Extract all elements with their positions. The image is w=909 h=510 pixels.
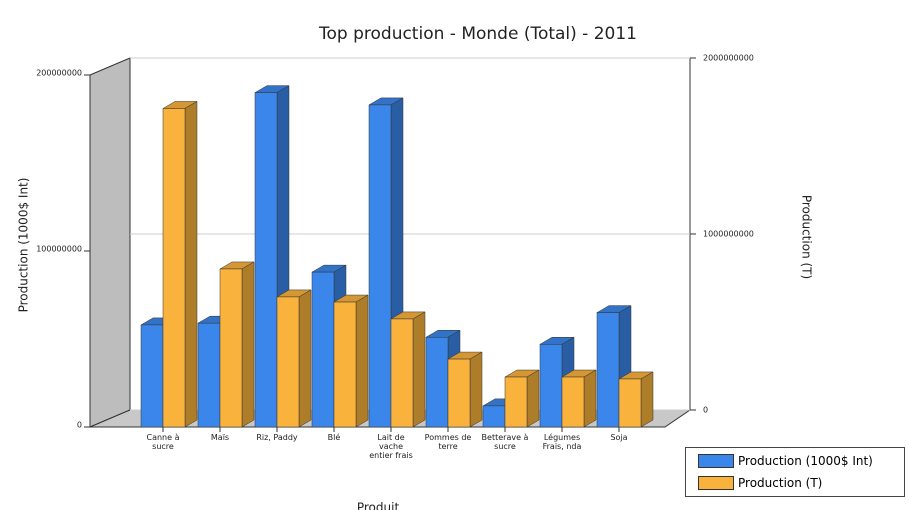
bar (390, 318, 414, 428)
bar-side (640, 371, 654, 428)
bar-side (355, 294, 369, 428)
legend-label: Production (T) (738, 476, 823, 490)
bar (482, 405, 506, 428)
bar (311, 271, 335, 428)
y2-axis-label: Production (T) (800, 195, 814, 279)
x-tick-label: Riz, Paddy (256, 433, 298, 442)
legend-swatch (698, 476, 734, 490)
x-axis-label: Produit (357, 501, 400, 510)
bar (140, 324, 164, 428)
y-tick-label: 200000000 (36, 69, 82, 78)
x-tick-label: Légumes Frais, nda (542, 433, 582, 451)
bar (197, 322, 221, 428)
chart-title: Top production - Monde (Total) - 2011 (318, 24, 637, 44)
x-tick-label: Blé (327, 433, 341, 442)
bar-side (583, 369, 597, 428)
legend-item: Production (T) (698, 474, 904, 492)
legend: Production (1000$ Int) Production (T) (685, 447, 905, 497)
bar-side (526, 369, 540, 428)
bar-side (184, 101, 198, 428)
bar-side (298, 289, 312, 428)
bar (333, 301, 357, 428)
y2-tick-label: 0 (703, 406, 708, 415)
legend-label: Production (1000$ Int) (738, 454, 873, 468)
y2-tick-label: 2000000000 (703, 54, 754, 63)
y-tick-label: 0 (77, 421, 82, 430)
bar (276, 296, 300, 428)
bar-side (241, 261, 255, 428)
legend-swatch (698, 454, 734, 468)
bar (504, 376, 528, 428)
bar (162, 108, 186, 428)
x-tick-label: Betterave à sucre (481, 433, 529, 451)
x-tick-label: Pommes de terre (424, 433, 472, 451)
bar (618, 378, 642, 428)
bar (539, 344, 563, 428)
x-tick-label: Canne à sucre (146, 433, 180, 451)
x-tick-label: Lait de vache entier frais (369, 433, 413, 460)
bar (596, 312, 620, 428)
legend-item: Production (1000$ Int) (698, 452, 904, 470)
bar-side (469, 351, 483, 428)
x-tick-label: Soja (610, 433, 628, 442)
bar (254, 92, 278, 428)
x-tick-label: Maïs (210, 433, 230, 442)
bar (219, 268, 243, 428)
bar (368, 104, 392, 428)
bar (561, 376, 585, 428)
y2-tick-label: 1000000000 (703, 230, 754, 239)
left-wall (89, 57, 131, 428)
y-tick-label: 100000000 (36, 245, 82, 254)
bar (425, 336, 449, 428)
bar (447, 358, 471, 428)
y-axis-label: Production (1000$ Int) (17, 178, 31, 313)
bar-side (412, 311, 426, 428)
